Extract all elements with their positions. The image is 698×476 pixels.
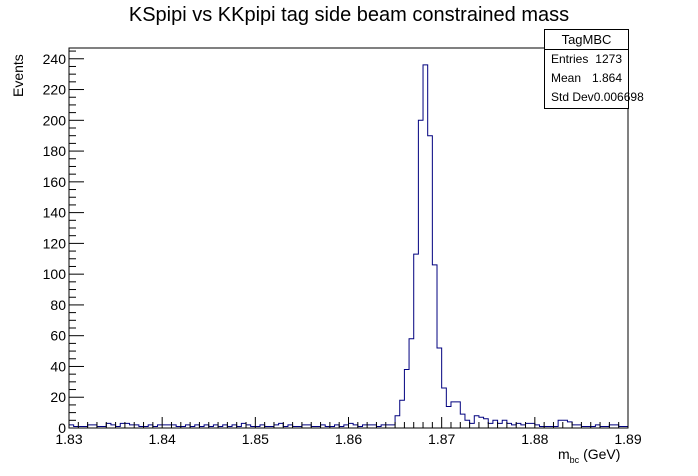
stats-value: 1273 (595, 52, 622, 66)
stats-label: Entries (551, 52, 589, 66)
x-axis-label-subscript: bc (569, 455, 580, 465)
stats-value: 0.006698 (593, 90, 644, 104)
x-tick-label: 1.83 (55, 431, 82, 447)
x-tick-label: 1.88 (521, 431, 548, 447)
y-tick-label: 80 (50, 297, 66, 313)
y-tick-label: 20 (50, 389, 66, 405)
stats-label: Mean (551, 71, 582, 85)
y-axis-label: Events (10, 54, 26, 97)
y-tick-label: 240 (43, 51, 67, 67)
x-tick-label: 1.84 (149, 431, 176, 447)
histogram-layer (69, 64, 628, 427)
histogram-series (69, 64, 628, 427)
y-tick-label: 100 (43, 266, 67, 282)
stats-value: 1.864 (591, 71, 622, 85)
y-tick-label: 0 (58, 420, 66, 436)
x-axis: 1.83 1.84 1.85 1.86 1.87 1.88 1.89 (55, 417, 642, 447)
y-tick-label: 120 (43, 235, 67, 251)
y-tick-label: 140 (43, 205, 67, 221)
stats-box: TagMBC Entries 1273 Mean 1.864 Std Dev 0… (544, 29, 644, 109)
x-tick-label: 1.86 (335, 431, 362, 447)
stats-title: TagMBC (545, 30, 628, 50)
y-tick-label: 160 (43, 174, 67, 190)
y-tick-label: 200 (43, 112, 67, 128)
stats-row-entries: Entries 1273 (545, 50, 628, 69)
stats-row-stddev: Std Dev 0.006698 (545, 88, 644, 107)
y-tick-label: 180 (43, 143, 67, 159)
y-axis: 0 20 40 60 80 100 120 140 160 180 200 220 240 (43, 50, 84, 436)
x-tick-label: 1.87 (428, 431, 455, 447)
chart-title: KSpipi vs KKpipi tag side beam constrain… (128, 4, 570, 26)
x-axis-label-unit: (GeV) (579, 446, 621, 462)
x-axis-label: mbc (GeV) (558, 446, 621, 465)
x-axis-label-main: m (558, 446, 570, 462)
stats-row-mean: Mean 1.864 (545, 69, 628, 88)
x-tick-label: 1.85 (242, 431, 269, 447)
y-tick-label: 40 (50, 358, 66, 374)
stats-label: Std Dev (551, 90, 594, 104)
y-tick-label: 220 (43, 82, 67, 98)
x-tick-label: 1.89 (614, 431, 641, 447)
y-tick-label: 60 (50, 328, 66, 344)
